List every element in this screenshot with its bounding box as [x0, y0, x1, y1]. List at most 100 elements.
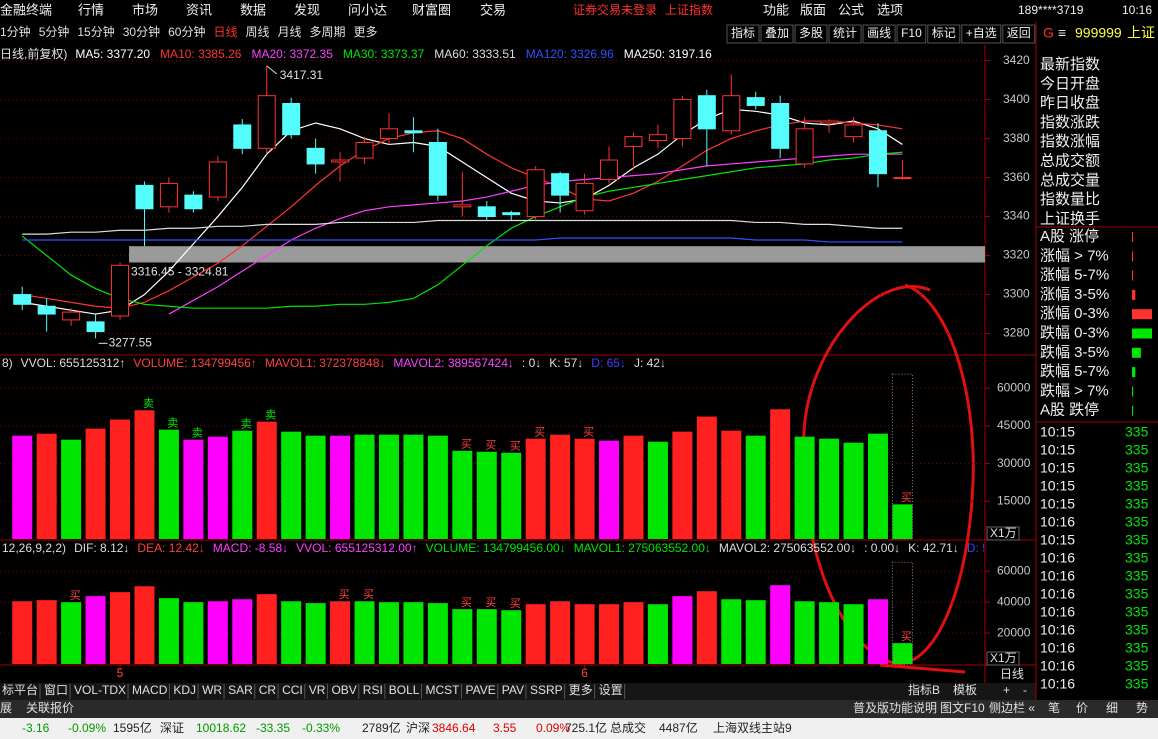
volume-bar — [158, 598, 179, 664]
candle-body — [722, 95, 741, 132]
indicator-tab[interactable]: 窗口 — [44, 683, 68, 697]
side-icon[interactable]: 价 — [1076, 701, 1088, 715]
menu-item[interactable]: 发现 — [294, 2, 320, 17]
status-right[interactable]: 普及版功能说明 — [853, 700, 937, 715]
signal-label: 卖 — [265, 409, 276, 422]
volume-bar — [12, 435, 33, 539]
period-tab[interactable]: 15分钟 — [77, 24, 114, 39]
indicator-tab[interactable]: CR — [259, 683, 277, 697]
menu-item[interactable]: 财富圈 — [412, 2, 451, 17]
period-tab[interactable]: 日线 — [213, 25, 237, 39]
indicator-tab[interactable]: SSRP — [530, 683, 563, 697]
toolbar-button[interactable]: 画线 — [867, 26, 891, 40]
indicator-value: VOLUME: 134799456↑ — [133, 356, 256, 370]
tool-item[interactable]: 选项 — [877, 2, 903, 17]
indicator-tab[interactable]: BOLL — [389, 683, 420, 697]
indicator-tab[interactable]: 设置 — [599, 683, 623, 697]
period-tab[interactable]: 更多 — [354, 25, 378, 39]
tab-tool[interactable]: 模板 — [953, 683, 977, 697]
toolbar-button[interactable]: 返回 — [1007, 26, 1031, 40]
signal-label: 买 — [901, 630, 912, 643]
indicator-value: : 0.00↓ — [864, 541, 900, 555]
indicator-tab[interactable]: KDJ — [173, 683, 196, 697]
menu-item[interactable]: 交易 — [480, 2, 506, 17]
y-tick-label: 45000 — [997, 418, 1031, 432]
y-tick-label: 60000 — [997, 563, 1031, 577]
status-right[interactable]: 侧边栏 « — [989, 700, 1035, 715]
trade-time: 10:15 — [1040, 478, 1075, 494]
tool-item[interactable]: 功能 — [763, 2, 789, 17]
indicator-tab[interactable]: VR — [309, 683, 326, 697]
indicator-tab[interactable]: OBV — [331, 683, 356, 697]
quote-field: 今日开盘 — [1040, 74, 1100, 92]
status-bar — [0, 700, 1158, 718]
candle-body — [379, 128, 398, 140]
projected-volume — [891, 561, 913, 665]
volume-bar — [721, 599, 742, 664]
indicator-value: DEA: 12.42↓ — [137, 541, 204, 555]
period-tab[interactable]: 30分钟 — [123, 24, 160, 39]
period-tab[interactable]: 60分钟 — [168, 24, 205, 39]
candle-body — [306, 147, 325, 165]
status-right[interactable]: 图文F10 — [940, 700, 985, 715]
clock: 10:16 — [1122, 3, 1152, 17]
candle-body — [477, 206, 496, 218]
indicator-value: VVOL: 655125312↑ — [21, 356, 126, 370]
tool-item[interactable]: 公式 — [838, 2, 864, 17]
indicator-tab[interactable]: SAR — [228, 683, 253, 697]
tool-item[interactable]: 版面 — [800, 2, 826, 17]
menu-item[interactable]: 金融终端 — [0, 2, 52, 17]
breadth-bar — [1132, 405, 1134, 416]
signal-label: 买 — [70, 589, 81, 602]
toolbar-button[interactable]: F10 — [901, 26, 922, 40]
quote-menu[interactable]: ≡ — [1058, 25, 1066, 41]
indicator-tab[interactable]: 更多 — [569, 683, 593, 697]
tab-tool[interactable]: - — [1023, 683, 1027, 697]
indicator-tab[interactable]: RSI — [363, 683, 383, 697]
volume-bar — [12, 601, 33, 664]
trade-price: 335 — [1125, 532, 1149, 548]
tab-tool[interactable]: 指标B — [908, 682, 940, 697]
high-pointer — [266, 65, 278, 75]
legend-entry: MA120: 3326.96 — [526, 47, 614, 61]
period-tab[interactable]: 1分钟 — [0, 24, 31, 39]
menu-item[interactable]: 市场 — [132, 2, 158, 17]
legend-prefix: 日线,前复权) — [0, 46, 67, 61]
period-tab[interactable]: 周线 — [245, 25, 269, 39]
indicator-tab[interactable]: MCST — [425, 683, 460, 697]
toolbar-button[interactable]: 指标 — [731, 25, 755, 40]
indicator-tab[interactable]: CCI — [282, 683, 303, 697]
status-left[interactable]: 关联报价 — [26, 700, 74, 715]
quote-field: 总成交额 — [1040, 151, 1100, 169]
status-left[interactable]: 展 — [0, 701, 12, 715]
menu-item[interactable]: 问小达 — [348, 2, 387, 17]
toolbar-button[interactable]: 多股 — [799, 26, 823, 40]
tab-tool[interactable]: + — [1003, 683, 1010, 697]
toolbar-button[interactable]: 叠加 — [765, 26, 789, 40]
volume-bar — [696, 416, 717, 539]
breadth-label: 涨幅 5-7% — [1040, 267, 1109, 284]
volume-bar — [305, 435, 326, 539]
side-icon[interactable]: 细 — [1106, 701, 1118, 715]
toolbar-button[interactable]: +自选 — [966, 26, 997, 40]
gap-label: 3316.45 - 3324.81 — [131, 265, 229, 279]
indicator-tab[interactable]: PAVE — [465, 683, 495, 697]
menu-item[interactable]: 资讯 — [186, 2, 212, 17]
volume-bar — [574, 438, 595, 539]
period-tab[interactable]: 月线 — [277, 25, 301, 39]
toolbar-button[interactable]: 标记 — [932, 26, 956, 40]
indicator-tab[interactable]: WR — [202, 683, 222, 697]
period-tab[interactable]: 多周期 — [310, 25, 346, 39]
indicator-tab[interactable]: PAV — [502, 683, 524, 697]
period-tab[interactable]: 5分钟 — [39, 24, 70, 39]
toolbar-button[interactable]: 统计 — [833, 26, 857, 40]
side-icon[interactable]: 势 — [1136, 701, 1148, 715]
indicator-tab[interactable]: MACD — [132, 683, 168, 697]
button-frame — [927, 24, 961, 44]
side-icon[interactable]: 笔 — [1048, 700, 1060, 715]
menu-item[interactable]: 行情 — [78, 2, 104, 17]
projected-volume — [891, 373, 913, 540]
indicator-tab[interactable]: 标平台 — [2, 682, 38, 697]
menu-item[interactable]: 数据 — [240, 2, 266, 17]
indicator-tab[interactable]: VOL-TDX — [74, 683, 126, 697]
